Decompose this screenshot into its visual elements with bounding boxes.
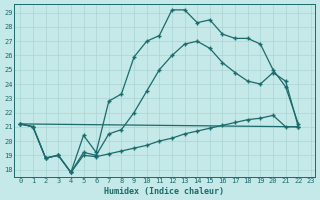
X-axis label: Humidex (Indice chaleur): Humidex (Indice chaleur)	[104, 187, 224, 196]
